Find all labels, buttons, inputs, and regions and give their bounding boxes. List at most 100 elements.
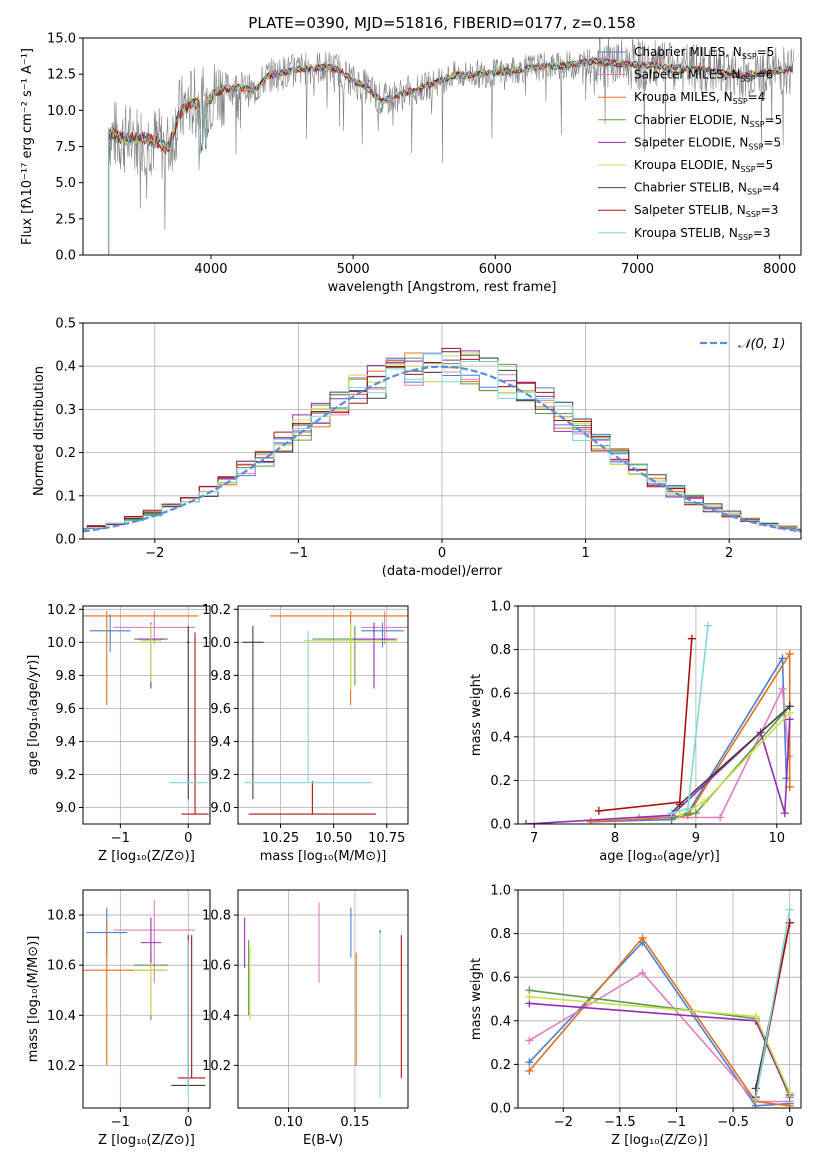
series-marker-salpeter_miles <box>525 1036 534 1045</box>
y-tick-label: 0.2 <box>55 446 76 461</box>
x-tick-label: −1 <box>289 546 308 561</box>
series-line-kroupa_stelib <box>754 909 791 1100</box>
y-tick-label: 10.2 <box>47 1059 76 1074</box>
legend-sub: SSP <box>741 75 756 84</box>
legend-tail: =3 <box>753 226 771 240</box>
series-marker-kroupa_miles <box>785 1101 794 1108</box>
axes-frame <box>82 605 211 825</box>
y-tick-label: 0.5 <box>55 317 76 332</box>
y-tick-label: 10.0 <box>47 636 76 651</box>
legend-tail: =4 <box>748 90 766 104</box>
x-tick-label: 0.15 <box>340 1115 369 1130</box>
legend-tail: =5 <box>765 113 783 127</box>
x-axis-label: E(B-V) <box>303 1133 343 1148</box>
x-tick-label: 5000 <box>337 262 370 277</box>
x-axis-label: mass [log₁₀(M/M⊙)] <box>260 849 387 864</box>
series-marker-kroupa_miles <box>525 1066 534 1075</box>
series-marker-kroupa_elodie <box>525 992 534 1001</box>
legend-sub: SSP <box>742 52 757 61</box>
x-tick-label: 1 <box>581 546 589 561</box>
x-tick-label: 2 <box>725 546 733 561</box>
y-tick-label: 9.6 <box>210 702 231 717</box>
plot-area <box>83 610 209 815</box>
y-tick-label: 9.2 <box>210 768 231 783</box>
legend-label-salpeter_miles: Salpeter MILES, NSSP=6 <box>634 68 773 84</box>
legend-sub: SSP <box>748 142 763 151</box>
y-axis-label: age [log₁₀(age/yr)] <box>26 655 41 776</box>
y-tick-label: 9.4 <box>55 735 76 750</box>
y-tick-label: 10.4 <box>47 1009 76 1024</box>
series-marker-kroupa_miles <box>586 817 595 824</box>
histogram-kroupa_stelib <box>83 352 801 532</box>
series-marker-salpeter_miles <box>638 968 647 977</box>
y-axis-label: mass [log₁₀(M/M⊙)] <box>26 936 41 1063</box>
legend-tail: =5 <box>763 135 781 149</box>
x-axis-label: wavelength [Angstrom, rest frame] <box>328 280 557 295</box>
y-tick-label: 10.2 <box>202 1059 231 1074</box>
point-salpeter_miles <box>361 610 408 644</box>
y-tick-label: 10.6 <box>202 959 231 974</box>
y-tick-label: 0.4 <box>55 360 76 375</box>
panel-massweight_vs_age: 7 8 9 10 0.0 0.2 0.4 0.6 0.8 1.0 age [log₁₀(age/yr… <box>469 600 802 864</box>
axes-frame <box>237 889 409 1109</box>
legend-label-chabrier_miles: Chabrier MILES, NSSP=5 <box>634 45 774 61</box>
legend-label-salpeter_stelib: Salpeter STELIB, NSSP=3 <box>634 203 778 219</box>
plot-area <box>108 38 795 255</box>
point-chabrier_miles <box>361 622 404 648</box>
series-marker-kroupa_elodie <box>785 1088 794 1097</box>
legend-sub: SSP <box>741 165 756 174</box>
legend-text: Chabrier ELODIE, N <box>634 113 750 127</box>
series-marker-chabrier_miles <box>525 1058 534 1067</box>
legend-sub: SSP <box>746 210 761 219</box>
y-tick-label: 0.8 <box>490 643 511 658</box>
plot-area <box>83 900 206 1096</box>
point-chabrier_stelib <box>242 625 264 800</box>
legend-label-chabrier_stelib: Chabrier STELIB, NSSP=4 <box>634 181 780 197</box>
x-tick-label: −1 <box>111 1115 130 1130</box>
legend-text: Chabrier STELIB, N <box>634 181 747 195</box>
series-marker-chabrier_miles <box>778 654 787 663</box>
series-marker-kroupa_miles <box>638 933 647 942</box>
point-salpeter_miles <box>113 900 196 983</box>
legend-tail: =5 <box>756 158 774 172</box>
y-tick-label: 9.4 <box>210 735 231 750</box>
series-line-salpeter_stelib <box>598 638 693 812</box>
series-marker-kroupa_elodie <box>675 811 684 820</box>
series-marker-kroupa_stelib <box>785 905 794 914</box>
x-tick-label: 8000 <box>763 262 796 277</box>
x-tick-label: −2 <box>554 1115 573 1130</box>
x-tick-label: −1.5 <box>604 1115 636 1130</box>
x-tick-label: 6000 <box>479 262 512 277</box>
x-tick-label: 9 <box>692 831 700 846</box>
x-tick-label: 10.25 <box>262 831 299 846</box>
plot-area <box>522 621 794 824</box>
x-tick-label: 8 <box>611 831 619 846</box>
y-tick-label: 10.0 <box>202 636 231 651</box>
x-tick-label: −2 <box>145 546 164 561</box>
y-axis-label: mass weight <box>469 674 484 756</box>
series-marker-kroupa_stelib <box>683 804 692 813</box>
point-salpeter_stelib <box>248 781 377 815</box>
series-marker-kroupa_stelib <box>667 809 676 818</box>
plot-area <box>83 347 801 533</box>
x-tick-label: 4000 <box>194 262 227 277</box>
y-tick-label: 0.3 <box>55 403 76 418</box>
y-axis-label: mass weight <box>469 958 484 1040</box>
point-salpeter_stelib <box>178 935 206 1079</box>
y-tick-label: 7.5 <box>55 140 76 155</box>
gaussian-curve <box>83 365 801 533</box>
y-tick-label: 0.2 <box>490 774 511 789</box>
y-tick-label: 10.0 <box>47 104 76 119</box>
y-tick-label: 9.6 <box>55 702 76 717</box>
y-tick-label: 9.2 <box>55 768 76 783</box>
legend-text: Chabrier MILES, N <box>634 45 742 59</box>
series-marker-salpeter_stelib <box>594 806 603 815</box>
x-tick-label: −1 <box>111 831 130 846</box>
series-marker-salpeter_stelib <box>675 798 684 807</box>
y-tick-label: 2.5 <box>55 212 76 227</box>
series-line-salpeter_miles <box>528 971 790 1103</box>
series-marker-salpeter_elodie <box>522 820 531 824</box>
series-marker-salpeter_elodie <box>780 809 789 818</box>
x-tick-label: 0 <box>184 1115 192 1130</box>
y-tick-label: 0.0 <box>55 533 76 548</box>
